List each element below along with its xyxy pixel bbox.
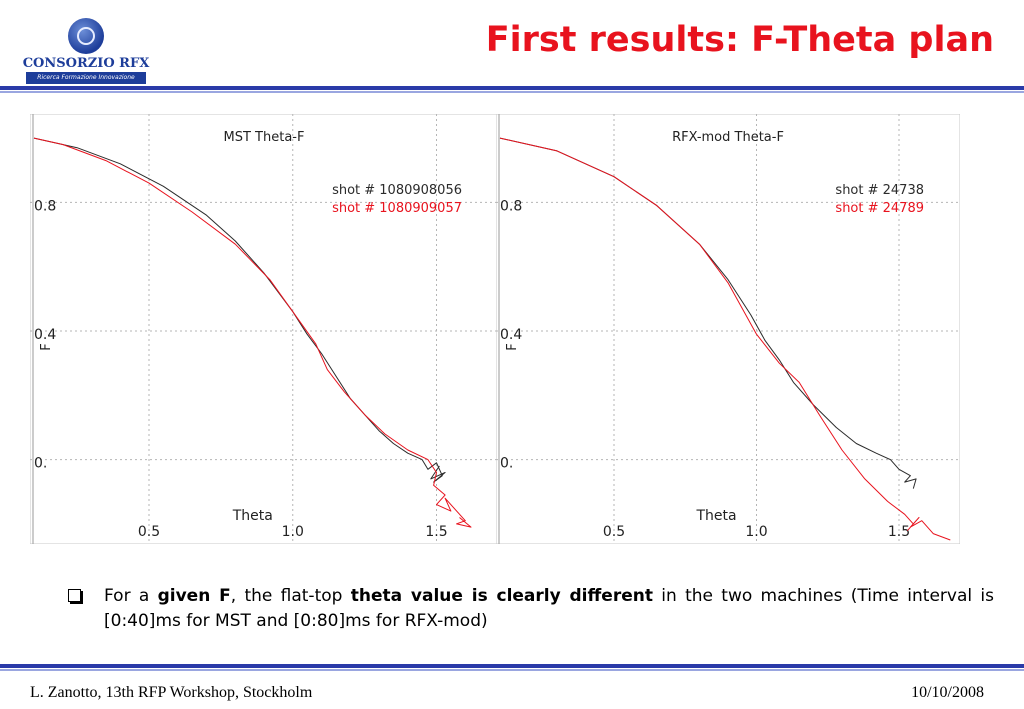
x-tick-label: 1.5 <box>425 524 447 540</box>
x-axis-label: Theta <box>232 508 273 524</box>
bullet-point: For a given F, the flat-top theta value … <box>68 584 994 634</box>
bullet-text: For a given F, the flat-top theta value … <box>104 584 994 634</box>
bullet-text-part: For a <box>104 586 158 606</box>
y-tick-label: 0.4 <box>500 327 522 343</box>
x-tick-label: 1.5 <box>888 524 910 540</box>
footer-divider-thin <box>0 669 1024 671</box>
legend-entry-2: shot # 24789 <box>835 201 924 216</box>
footer-divider <box>0 664 1024 668</box>
y-tick-label: 0.8 <box>500 198 522 214</box>
bullet-bold-theta: theta value is clearly different <box>350 586 653 606</box>
bullet-bold-given-f: given F <box>157 586 231 606</box>
plot-frame <box>30 114 498 544</box>
chart-title: MST Theta-F <box>224 130 305 145</box>
y-tick-label: 0.4 <box>34 327 56 343</box>
logo-emblem-icon <box>68 18 104 54</box>
consorzio-rfx-logo: CONSORZIO RFX Ricerca Formazione Innovaz… <box>22 14 150 86</box>
series-line-2 <box>33 137 472 528</box>
header-divider <box>0 86 1024 90</box>
x-tick-label: 0.5 <box>603 524 625 540</box>
bullet-text-part: in the two machines (Time interval is [0… <box>104 586 994 631</box>
y-tick-label: 0.8 <box>34 198 56 214</box>
plot-frame <box>496 114 960 544</box>
x-tick-label: 1.0 <box>282 524 304 540</box>
x-tick-label: 0.5 <box>138 524 160 540</box>
checkbox-bullet-icon <box>68 589 81 602</box>
bullet-text-part: , the flat-top <box>230 586 351 606</box>
logo-subtext: Ricerca Formazione Innovazione <box>26 72 146 84</box>
chart-title: RFX-mod Theta-F <box>672 130 784 145</box>
mst-chart: 0.5 1.0 1.5 0.8 0.4 0. Theta F MST Theta-F shot #… <box>30 114 498 544</box>
y-tick-label: 0. <box>500 456 513 472</box>
header-divider-thin <box>0 91 1024 93</box>
y-axis-label: F <box>505 343 520 350</box>
logo-text: CONSORZIO RFX <box>22 56 150 71</box>
legend-entry-1: shot # 24738 <box>835 183 924 198</box>
footer-date: 10/10/2008 <box>911 684 984 701</box>
series-line-2 <box>499 137 951 541</box>
rfx-chart-panel: 0.5 1.0 1.5 0.8 0.4 0. Theta F RFX-mod Theta-F sh… <box>496 114 960 544</box>
legend-entry-1: shot # 1080908056 <box>332 183 462 198</box>
slide-title: First results: F-Theta plan <box>485 20 994 60</box>
x-axis-label: Theta <box>695 508 736 524</box>
x-tick-label: 1.0 <box>745 524 767 540</box>
legend-entry-2: shot # 1080909057 <box>332 201 462 216</box>
y-tick-label: 0. <box>34 456 47 472</box>
footer-author: L. Zanotto, 13th RFP Workshop, Stockholm <box>30 684 313 701</box>
rfx-chart: 0.5 1.0 1.5 0.8 0.4 0. Theta F RFX-mod Theta-F sh… <box>496 114 960 544</box>
y-axis-label: F <box>39 343 54 350</box>
mst-chart-panel: 0.5 1.0 1.5 0.8 0.4 0. Theta F MST Theta-F shot #… <box>30 114 498 544</box>
